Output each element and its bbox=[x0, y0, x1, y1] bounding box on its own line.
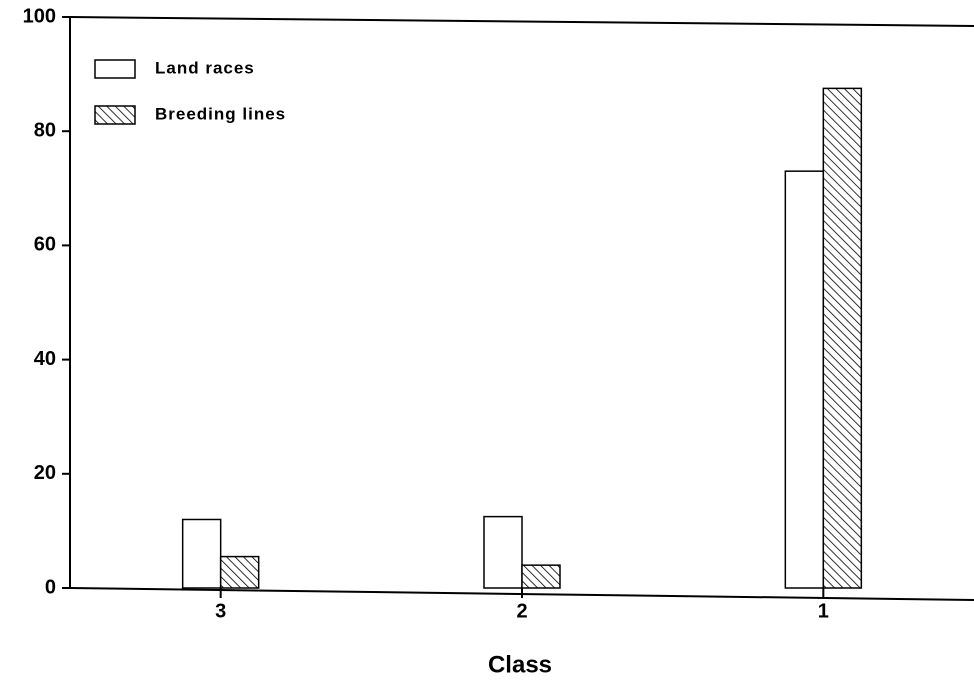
y-tick-label: 20 bbox=[34, 462, 56, 484]
y-tick-label: 60 bbox=[34, 234, 56, 256]
y-tick-label: 0 bbox=[45, 576, 56, 598]
bar bbox=[483, 515, 523, 589]
legend-label: Land races bbox=[155, 58, 255, 77]
x-tick-label: 1 bbox=[818, 600, 829, 622]
bar bbox=[181, 518, 222, 589]
x-tick-label: 3 bbox=[215, 600, 226, 622]
legend-swatch bbox=[94, 59, 136, 79]
x-axis-label: Class bbox=[488, 651, 552, 678]
y-tick-label: 40 bbox=[34, 348, 56, 370]
bar bbox=[822, 87, 863, 589]
y-tick-label: 80 bbox=[34, 119, 56, 141]
x-tick-label: 2 bbox=[516, 600, 527, 622]
y-tick-label: 100 bbox=[23, 5, 56, 27]
frame-top bbox=[69, 16, 974, 27]
bar bbox=[784, 170, 825, 589]
legend-label: Breeding lines bbox=[155, 104, 286, 123]
bar bbox=[521, 564, 561, 589]
legend-swatch bbox=[94, 105, 136, 125]
bar bbox=[219, 555, 260, 589]
